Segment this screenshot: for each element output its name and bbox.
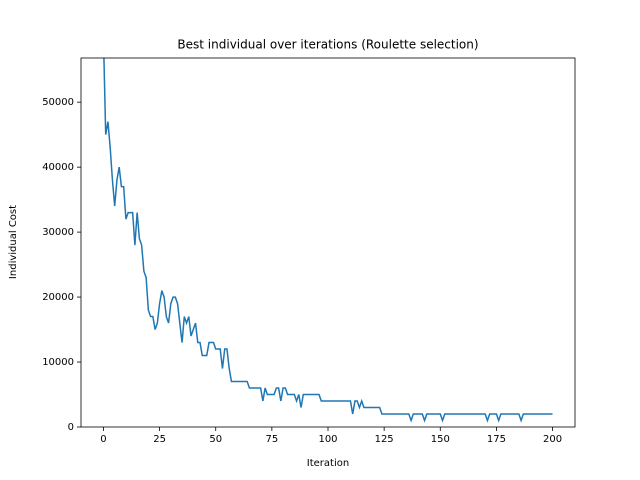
x-tick-label: 75 (265, 434, 278, 445)
x-tick-label: 125 (375, 434, 394, 445)
y-tick-label: 20000 (42, 292, 74, 303)
x-tick-label: 200 (543, 434, 562, 445)
y-tick-label: 10000 (42, 357, 74, 368)
y-axis-label: Individual Cost (8, 205, 19, 279)
plot-frame (80, 57, 576, 428)
x-tick-label: 0 (100, 434, 106, 445)
chart-title: Best individual over iterations (Roulett… (177, 38, 478, 52)
y-tick-label: 50000 (42, 97, 74, 108)
y-tick-label: 40000 (42, 162, 74, 173)
x-tick-label: 150 (431, 434, 450, 445)
x-tick-label: 175 (487, 434, 506, 445)
series (103, 58, 553, 423)
x-axis-label: Iteration (307, 458, 349, 469)
data-line (103, 58, 553, 423)
y-tick-label: 30000 (42, 227, 74, 238)
x-tick-label: 100 (318, 434, 337, 445)
x-tick-label: 50 (209, 434, 222, 445)
y-tick-label: 0 (68, 422, 74, 433)
x-tick-label: 25 (153, 434, 166, 445)
